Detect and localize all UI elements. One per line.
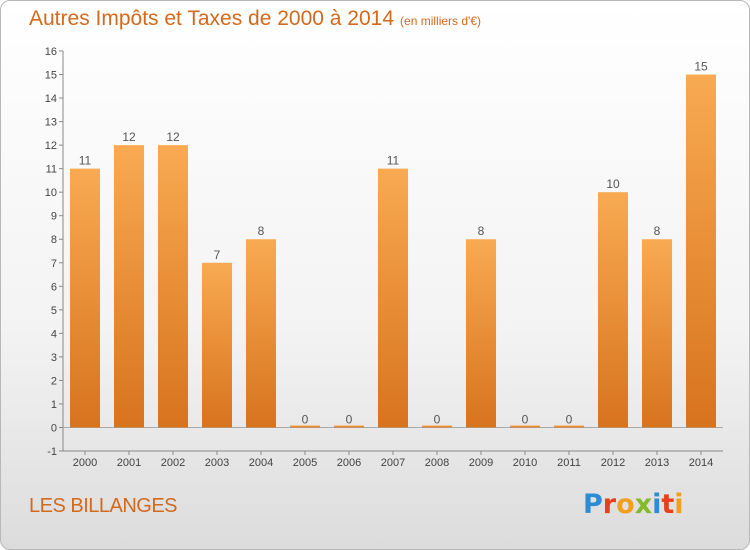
x-tick-label: 2010 [513,457,537,469]
bar-value-label: 10 [606,177,620,191]
bar-value-label: 0 [566,412,573,426]
bar-value-label: 15 [694,60,708,74]
bar [114,145,144,428]
bar [686,74,716,428]
x-tick-label: 2011 [557,457,581,469]
bar [642,239,672,428]
bar [290,425,320,428]
bar-value-label: 8 [258,224,265,238]
x-tick-label: 2007 [381,457,405,469]
bar [554,425,584,428]
bar-value-label: 0 [302,412,309,426]
y-tick-label: 4 [51,328,57,340]
x-tick-label: 2004 [249,457,273,469]
y-tick-label: 15 [45,70,57,82]
chart-title: Autres Impôts et Taxes de 2000 à 2014 (en… [29,7,481,31]
bar [378,168,408,428]
x-tick-label: 2013 [645,457,669,469]
data-labels: 11 12 12 7 8 0 0 11 0 8 0 0 10 8 15 [79,60,708,427]
y-tick-label: 5 [51,305,57,317]
y-tick-label: 3 [51,352,57,364]
bars [70,74,716,428]
bar-value-label: 0 [434,412,441,426]
y-tick-label: 6 [51,281,57,293]
bar-value-label: 8 [654,224,661,238]
y-tick-label: 0 [51,422,57,434]
x-tick-label: 2003 [205,457,229,469]
bar [202,262,232,428]
town-name: LES BILLANGES [29,495,178,517]
x-tick-label: 2002 [161,457,185,469]
y-tick-label: 9 [51,211,57,223]
x-tick-label: 2009 [469,457,493,469]
x-tick-label: 2008 [425,457,449,469]
x-tick-label: 2000 [73,457,97,469]
bar [466,239,496,428]
x-tick-label: 2005 [293,457,317,469]
bar [510,425,540,428]
y-tick-label: 8 [51,234,57,246]
bar [70,168,100,428]
x-tick-label: 2014 [689,457,713,469]
bar-value-label: 11 [79,154,92,168]
bar-value-label: 12 [122,130,136,144]
y-tick-label: 12 [45,140,57,152]
y-tick-label: 11 [46,164,57,176]
bar-value-label: 11 [387,154,400,168]
chart-title-text: Autres Impôts et Taxes de 2000 à 2014 [29,7,395,30]
y-tick-label: 16 [45,46,57,58]
bar [598,192,628,428]
bar-value-label: 12 [166,130,180,144]
bar [246,239,276,428]
bar [422,425,452,428]
bar-value-label: 7 [214,248,221,262]
bar [334,425,364,428]
y-tick-label: 10 [45,187,57,199]
y-tick-label: 13 [45,117,57,129]
x-tick-label: 2006 [337,457,361,469]
y-tick-label: 2 [51,375,57,387]
y-tick-label: 1 [51,399,57,411]
x-tick-label: 2001 [117,457,141,469]
chart-subtitle: (en milliers d'€) [400,14,482,28]
bar-value-label: 8 [478,224,485,238]
bar-value-label: 0 [346,412,353,426]
y-tick-label: 7 [51,258,57,270]
x-tick-label: 2012 [601,457,625,469]
bar-value-label: 0 [522,412,529,426]
bar [158,145,188,428]
y-tick-label: 14 [45,93,57,105]
proxiti-logo: Proxiti [583,489,684,520]
y-tick-label: -1 [47,446,57,458]
